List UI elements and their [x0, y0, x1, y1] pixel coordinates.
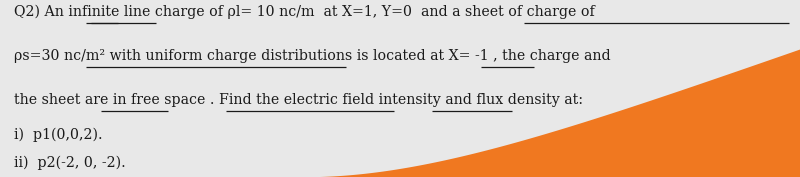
- Text: Q2) An infinite line charge of ρl= 10 nc/m  at X=1, Y=0  and a sheet of charge o: Q2) An infinite line charge of ρl= 10 nc…: [14, 4, 595, 19]
- Polygon shape: [320, 50, 800, 177]
- Text: the sheet are in free space . Find the electric field intensity and flux density: the sheet are in free space . Find the e…: [14, 93, 583, 107]
- Text: i)  p1(0,0,2).: i) p1(0,0,2).: [14, 128, 103, 142]
- Text: ρs=30 nc/m² with uniform charge distributions is located at X= -1 , the charge a: ρs=30 nc/m² with uniform charge distribu…: [14, 49, 611, 63]
- Text: ii)  p2(-2, 0, -2).: ii) p2(-2, 0, -2).: [14, 156, 126, 170]
